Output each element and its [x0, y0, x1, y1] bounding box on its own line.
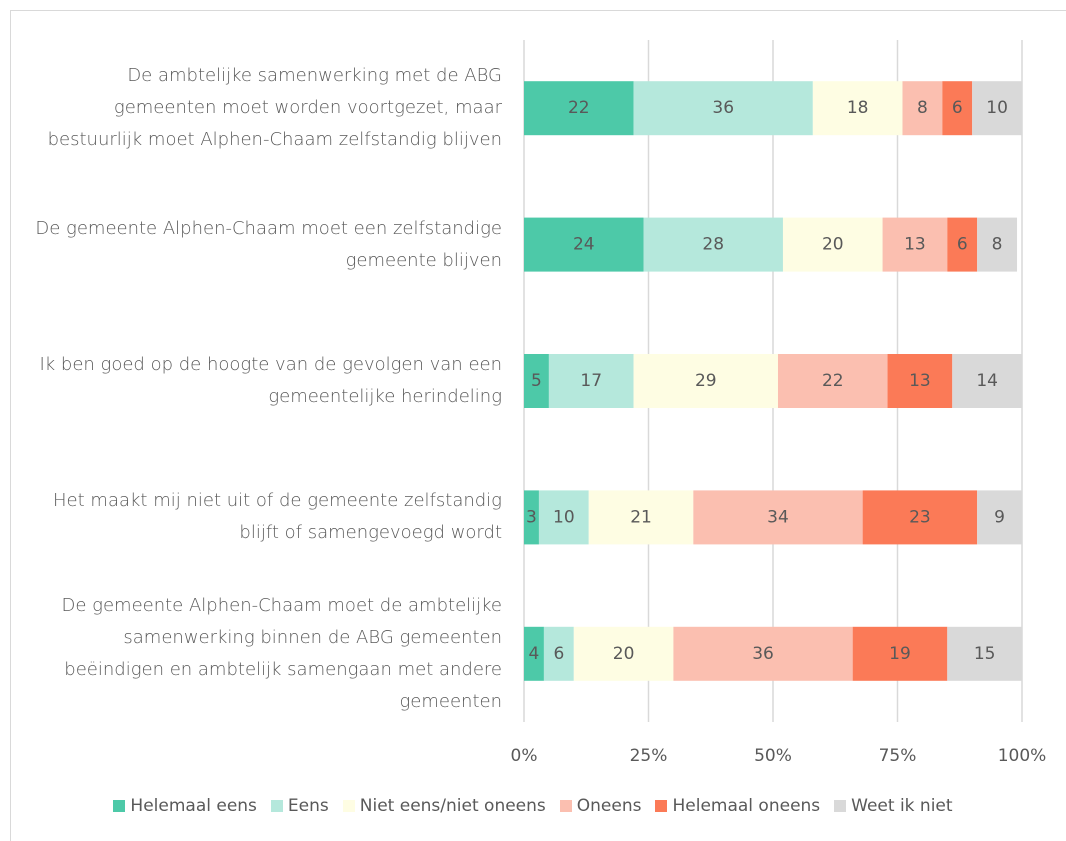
bar-segment — [543, 626, 574, 681]
data-label: 6 — [553, 644, 564, 664]
bar-segment — [887, 354, 953, 408]
data-label: 9 — [994, 507, 1005, 527]
bar-segment — [852, 626, 948, 681]
legend-item: Oneens — [559, 796, 642, 816]
legend-swatch — [113, 800, 126, 812]
legend-item: Helemaal eens — [113, 796, 257, 816]
bar-segment — [972, 81, 1022, 136]
data-label: 6 — [957, 235, 968, 255]
data-label: 8 — [917, 98, 928, 118]
data-label: 5 — [531, 371, 542, 391]
data-label: 29 — [695, 371, 717, 391]
bar-segment — [588, 490, 694, 545]
x-tick-label: 25% — [630, 746, 668, 766]
data-label: 21 — [630, 507, 652, 527]
bar-segment — [573, 626, 674, 681]
chart-border — [10, 10, 1066, 841]
legend-label: Helemaal eens — [130, 796, 257, 816]
data-label: 28 — [702, 235, 724, 255]
bar-segment — [538, 490, 589, 545]
data-label: 6 — [952, 98, 963, 118]
data-label: 20 — [613, 644, 635, 664]
data-label: 13 — [909, 371, 931, 391]
bar-segment — [524, 626, 544, 681]
category-label: De gemeente Alphen-Chaam moet een zelfst… — [35, 217, 502, 271]
bar-segment — [524, 354, 549, 408]
data-label: 20 — [822, 235, 844, 255]
bar-segment — [633, 81, 813, 136]
data-label: 36 — [752, 644, 774, 664]
bar-segment — [942, 81, 973, 136]
data-label: 19 — [889, 644, 911, 664]
category-label: De ambtelijke samenwerking met de ABG ge… — [47, 65, 502, 151]
legend-swatch — [559, 800, 572, 812]
bar-segment — [693, 490, 863, 545]
data-label: 22 — [568, 98, 590, 118]
legend-item: Niet eens/niet oneens — [342, 796, 546, 816]
bar-segment — [902, 81, 943, 136]
data-label: 36 — [712, 98, 734, 118]
legend-label: Eens — [287, 796, 329, 816]
bar-segment — [777, 354, 888, 408]
x-tick-label: 75% — [879, 746, 917, 766]
bar-segment — [548, 354, 634, 408]
bar-segment — [952, 354, 1022, 408]
bar-segment — [882, 217, 948, 272]
data-label: 34 — [767, 507, 789, 527]
bar-segment — [862, 490, 978, 545]
legend-item: Eens — [270, 796, 329, 816]
data-label: 8 — [992, 235, 1003, 255]
legend-label: Weet ik niet — [851, 796, 953, 816]
legend-swatch — [270, 800, 283, 812]
legend-swatch — [834, 800, 847, 812]
data-label: 14 — [976, 371, 998, 391]
bar-segment — [524, 490, 539, 545]
bar-segment — [782, 217, 883, 272]
data-label: 22 — [822, 371, 844, 391]
category-label: De gemeente Alphen-Chaam moet de ambteli… — [61, 594, 503, 712]
bar-segment — [524, 217, 644, 272]
legend-label: Oneens — [576, 796, 642, 816]
data-label: 10 — [553, 507, 575, 527]
legend-swatch — [342, 800, 355, 812]
legend-item: Weet ik niet — [834, 796, 953, 816]
data-label: 15 — [974, 644, 996, 664]
legend: Helemaal eens Eens Niet eens/niet oneens On… — [0, 796, 1066, 816]
bar-segment — [947, 626, 1022, 681]
legend-label: Niet eens/niet oneens — [359, 796, 546, 816]
category-label: Ik ben goed op de hoogte van de gevolgen… — [39, 354, 502, 407]
bar-segment — [977, 490, 1022, 545]
bar-segment — [633, 354, 778, 408]
bar-segment — [947, 217, 978, 272]
bar-segment — [673, 626, 853, 681]
category-label: Het maakt mij niet uit of de gemeente ze… — [53, 490, 502, 544]
data-label: 4 — [529, 644, 540, 664]
data-label: 13 — [904, 235, 926, 255]
x-tick-label: 100% — [998, 746, 1047, 766]
data-label: 18 — [847, 98, 869, 118]
data-label: 17 — [580, 371, 602, 391]
data-label: 10 — [986, 98, 1008, 118]
bar-segment — [524, 81, 634, 136]
legend-item: Helemaal oneens — [655, 796, 820, 816]
data-label: 24 — [573, 235, 595, 255]
legend-swatch — [655, 800, 668, 812]
bar-segment — [643, 217, 783, 272]
bar-segment — [812, 81, 903, 136]
x-tick-label: 50% — [754, 746, 792, 766]
data-label: 3 — [526, 507, 537, 527]
legend-label: Helemaal oneens — [672, 796, 821, 816]
x-tick-label: 0% — [511, 746, 538, 766]
bar-segment — [977, 217, 1018, 272]
data-label: 23 — [909, 507, 931, 527]
